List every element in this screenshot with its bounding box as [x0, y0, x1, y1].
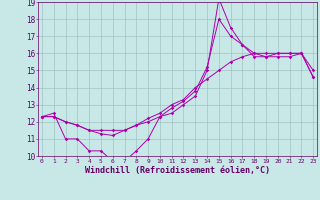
X-axis label: Windchill (Refroidissement éolien,°C): Windchill (Refroidissement éolien,°C)	[85, 166, 270, 175]
